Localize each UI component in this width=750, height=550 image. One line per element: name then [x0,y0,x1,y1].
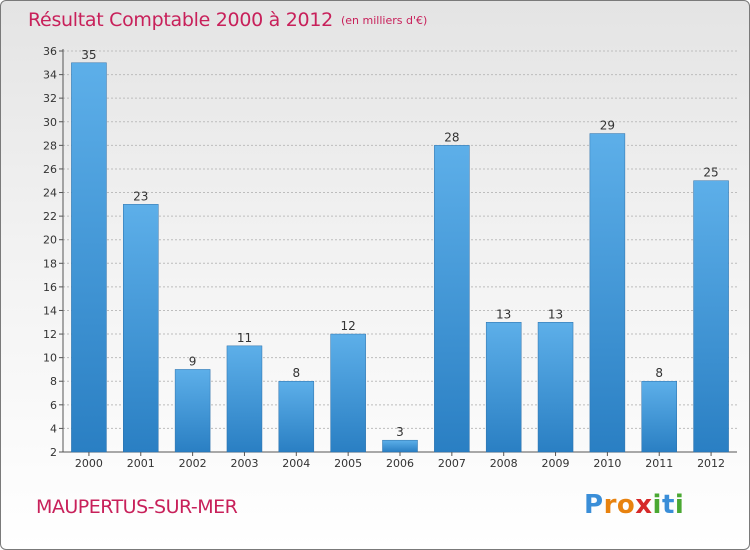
y-tick-label: 32 [43,92,57,105]
x-tick-label: 2000 [75,457,103,470]
y-tick-label: 34 [43,69,57,82]
chart-title: Résultat Comptable 2000 à 2012 [28,9,333,31]
y-tick-label: 14 [43,304,57,317]
bar-2001 [123,204,159,453]
y-tick-label: 2 [50,446,57,459]
bar-value-label: 8 [655,366,663,380]
bar-2004 [278,380,315,453]
x-tick-label: 2004 [282,457,310,470]
y-tick-label: 28 [43,139,57,152]
bar-2003 [226,345,263,453]
bar-value-label: 9 [189,354,197,368]
bar-value-label: 28 [444,130,459,144]
x-tick-label: 2008 [490,457,518,470]
y-tick-label: 30 [43,116,57,129]
logo-letter: t [661,490,675,520]
bar-2002 [174,369,211,453]
bar-value-label: 8 [292,366,300,380]
bar-2007 [434,145,470,453]
x-tick-label: 2003 [230,457,258,470]
y-tick-label: 16 [43,281,57,294]
bar-2008 [485,322,522,453]
x-tick-label: 2006 [386,457,414,470]
bar-value-label: 12 [341,319,356,333]
commune-name: MAUPERTUS-SUR-MER [36,496,238,518]
x-tick-label: 2012 [697,457,725,470]
bar-2005 [330,333,366,453]
unit-note: (en milliers d'€) [341,14,428,27]
y-tick-label: 36 [43,45,57,58]
x-tick-label: 2010 [593,457,621,470]
bar-2009 [537,322,574,453]
bar-2011 [641,380,677,453]
bar-value-label: 35 [81,48,96,62]
y-tick-label: 6 [50,399,57,412]
x-tick-label: 2002 [179,457,207,470]
bar-2012 [693,180,729,453]
y-tick-label: 18 [43,257,57,270]
x-tick-label: 2001 [127,457,155,470]
y-tick-label: 8 [50,375,57,388]
logo-letter: o [616,490,636,520]
bar-value-label: 13 [496,307,511,321]
bar-2000 [71,62,107,453]
logo-letter: i [652,490,662,520]
proxiti-logo: Proxiti [584,490,684,520]
y-tick-label: 10 [43,352,57,365]
logo-letter: r [603,490,617,520]
y-tick-label: 12 [43,328,57,341]
x-tick-label: 2005 [334,457,362,470]
logo-letter: i [674,490,685,520]
logo-letter: x [635,490,653,520]
bar-value-label: 23 [133,189,148,203]
x-tick-label: 2011 [645,457,673,470]
bar-2010 [589,133,626,453]
bar-value-label: 29 [600,119,615,133]
bar-value-label: 11 [237,331,252,345]
bar-value-label: 13 [548,307,563,321]
y-tick-label: 4 [50,422,57,435]
y-tick-label: 24 [43,187,57,200]
x-tick-label: 2009 [542,457,570,470]
y-tick-label: 22 [43,210,57,223]
y-tick-label: 26 [43,163,57,176]
bar-value-label: 25 [703,166,718,180]
bar-2006 [382,439,418,453]
bar-value-label: 3 [396,425,404,439]
y-tick-label: 20 [43,234,57,247]
x-tick-label: 2007 [438,457,466,470]
logo-letter: P [584,490,604,520]
